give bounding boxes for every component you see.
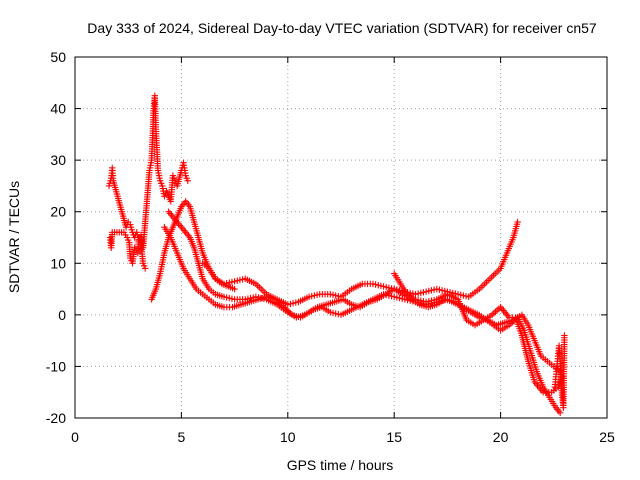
y-axis-label: SDTVAR / TECUs [6, 181, 22, 293]
data-point [556, 409, 564, 417]
y-tick-label: 0 [58, 307, 66, 323]
grid-lines [75, 57, 607, 418]
y-tick-label: 20 [50, 204, 66, 220]
y-tick-label: 30 [50, 152, 66, 168]
axis-ticks [74, 56, 608, 419]
y-tick-label: 50 [50, 49, 66, 65]
data-point [142, 265, 149, 272]
y-tick-label: 40 [50, 101, 66, 117]
x-tick-label: 15 [386, 429, 402, 445]
x-tick-label: 25 [599, 429, 615, 445]
y-tick-label: 10 [50, 255, 66, 271]
x-tick-label: 10 [280, 429, 296, 445]
x-tick-label: 5 [178, 429, 186, 445]
y-tick-labels: -20 -10 0 10 20 30 40 50 [46, 49, 66, 426]
data-point [231, 285, 238, 293]
plot-frame [74, 56, 608, 419]
x-tick-label: 20 [493, 429, 509, 445]
data-point [561, 332, 568, 339]
x-tick-labels: 0 5 10 15 20 25 [71, 429, 615, 445]
chart-title: Day 333 of 2024, Sidereal Day-to-day VTE… [87, 20, 597, 36]
data-points [105, 92, 568, 417]
data-point [184, 177, 191, 184]
y-tick-label: -20 [46, 410, 66, 426]
data-point [514, 218, 521, 226]
x-axis-label: GPS time / hours [287, 457, 394, 473]
x-tick-label: 0 [71, 429, 79, 445]
y-tick-label: -10 [46, 358, 66, 374]
